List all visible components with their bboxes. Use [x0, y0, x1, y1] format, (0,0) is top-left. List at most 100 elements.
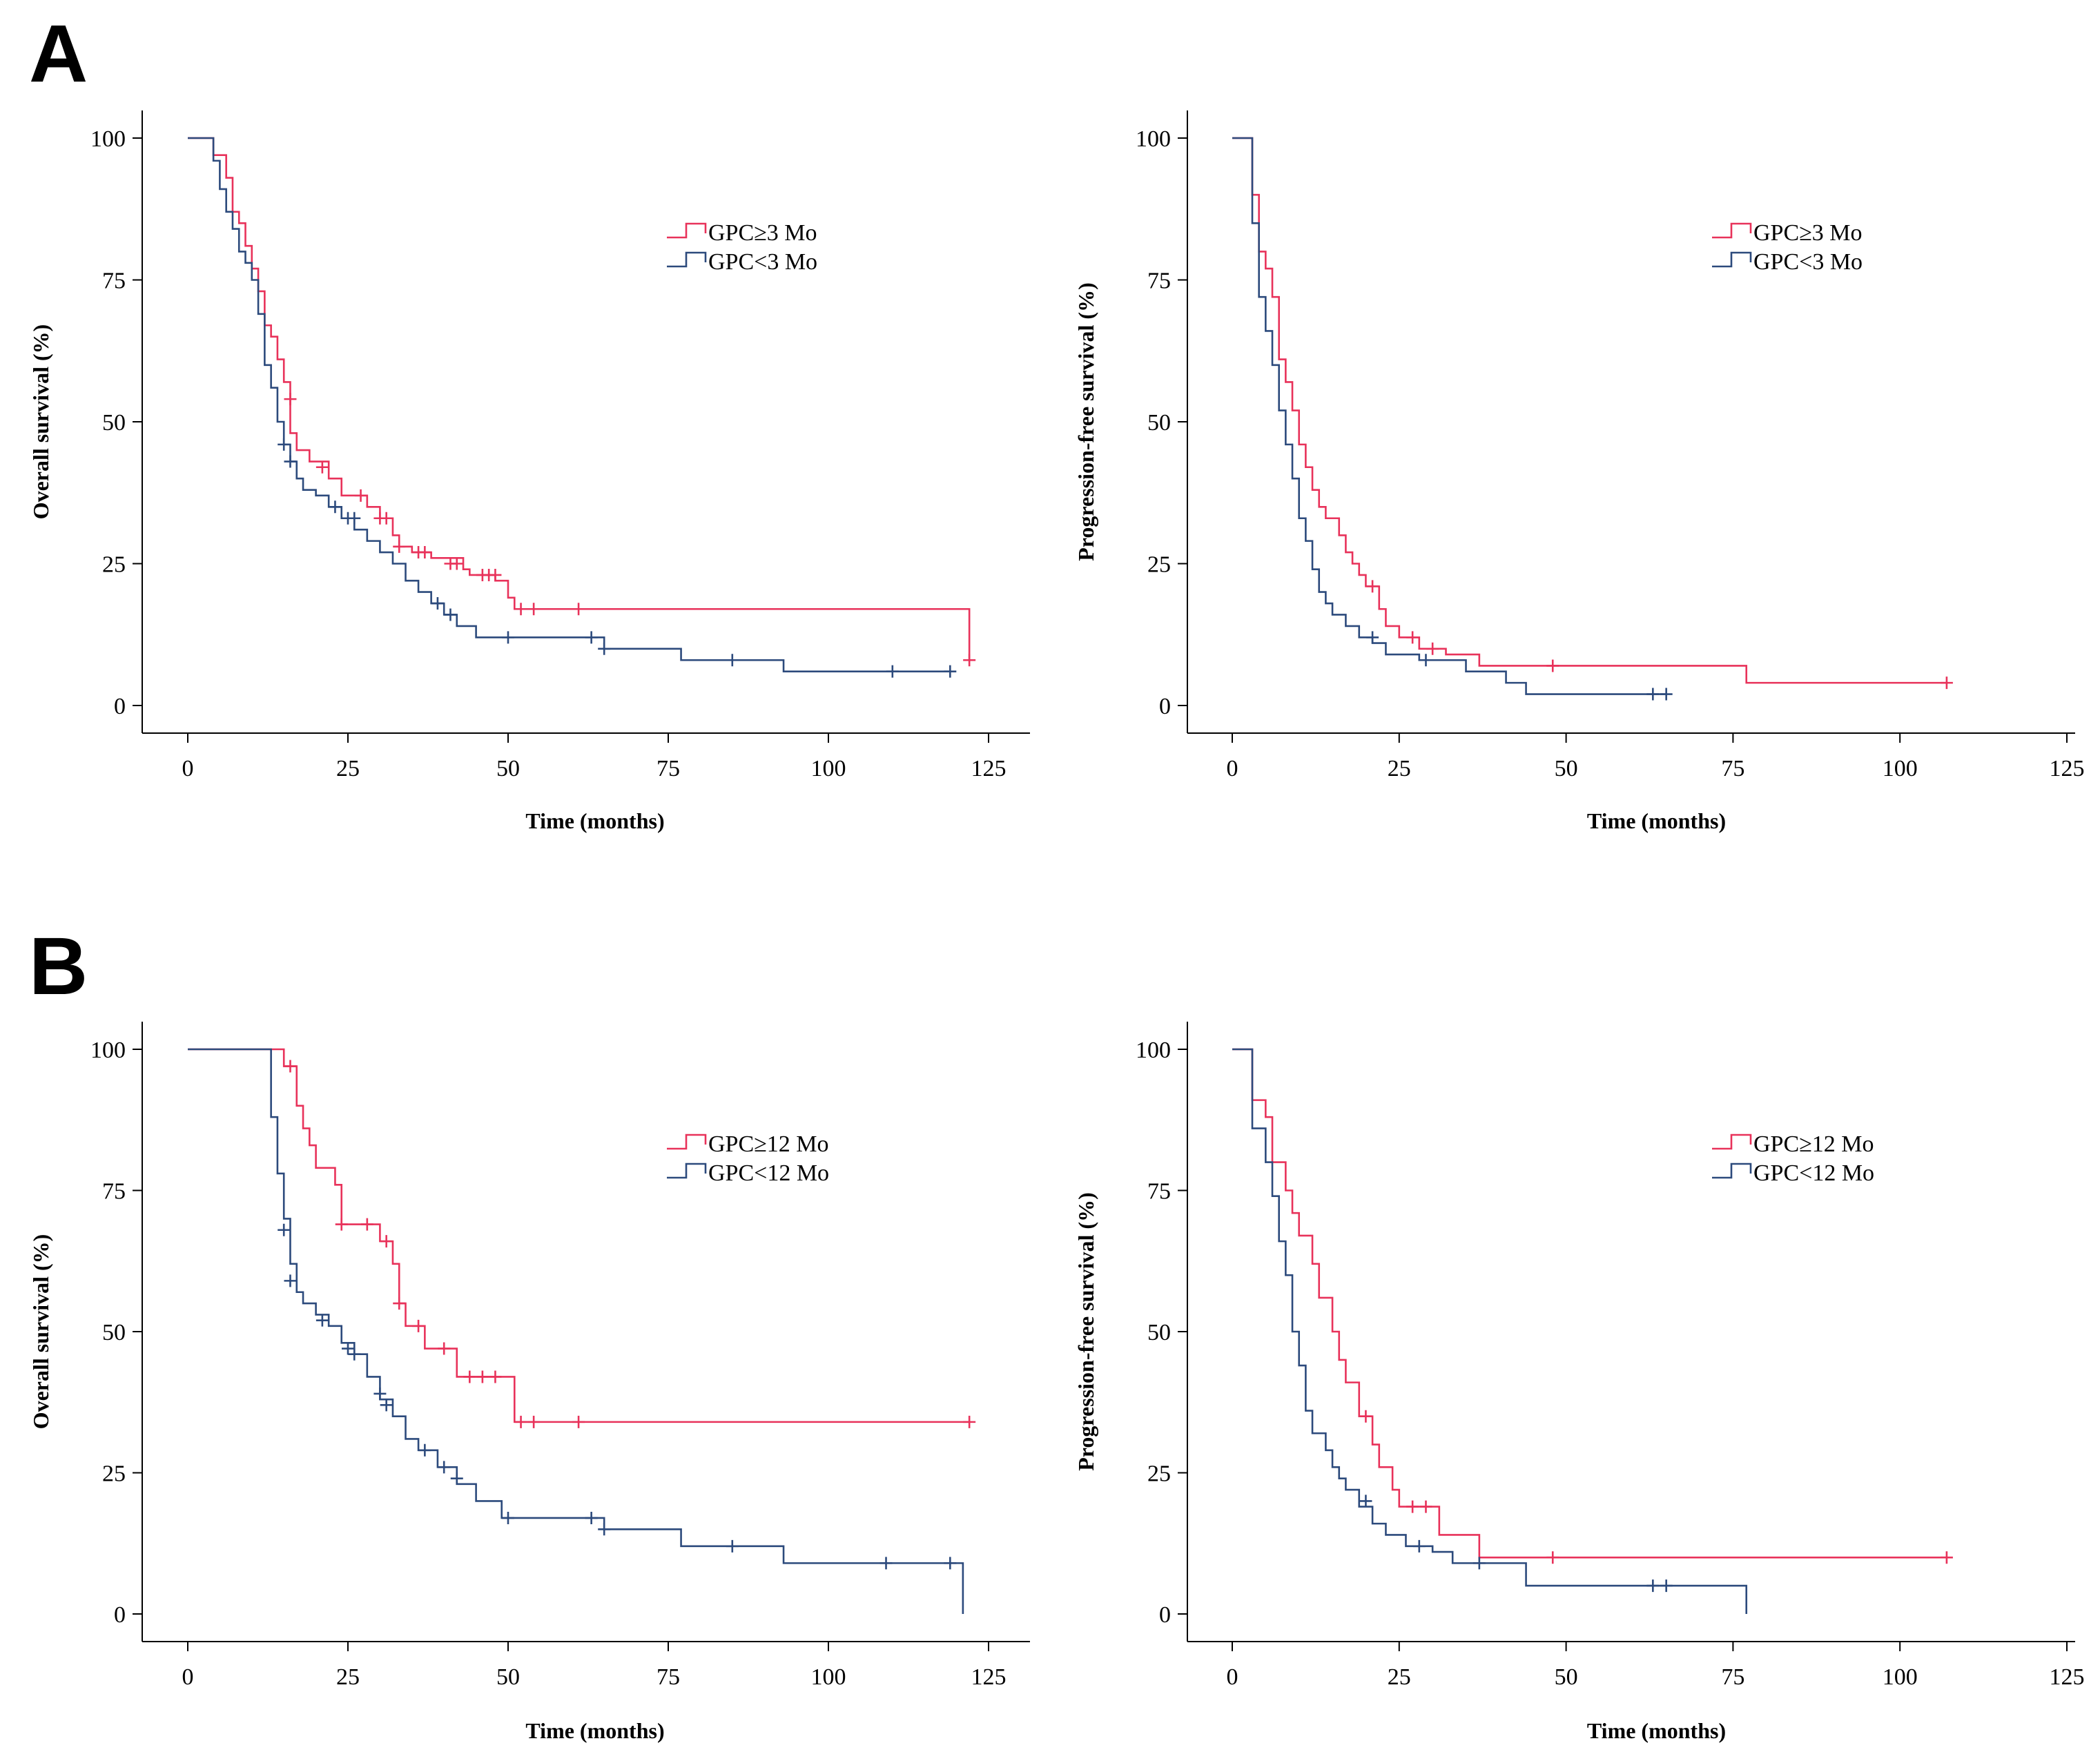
censor-mark: [726, 654, 739, 667]
y-tick-label: 75: [1147, 1179, 1171, 1205]
censor-mark: [360, 1218, 373, 1231]
censor-mark: [514, 1415, 527, 1428]
censor-mark: [572, 1415, 585, 1428]
x-axis-title: Time (months): [525, 808, 664, 833]
censor-mark: [373, 1387, 387, 1400]
series-lower-group: [1232, 137, 1673, 701]
y-tick-label: 75: [102, 1179, 126, 1205]
censor-mark: [380, 512, 393, 525]
censor-mark: [1366, 631, 1379, 644]
censor-mark: [438, 1461, 451, 1474]
censor-mark: [585, 631, 598, 644]
series-lower-group: [188, 1048, 964, 1614]
x-tick-label: 0: [1227, 756, 1238, 781]
censor-mark: [726, 1539, 739, 1553]
censor-mark: [348, 1347, 361, 1361]
survival-curve: [188, 1048, 964, 1614]
y-tick-label: 50: [102, 1320, 126, 1345]
legend-label: GPC≥3 Mo: [708, 220, 817, 246]
x-axis-title: Time (months): [525, 1718, 664, 1743]
censor-mark: [1419, 654, 1432, 667]
panel-letter-b: B: [29, 921, 88, 1012]
censor-mark: [1406, 1500, 1419, 1513]
censor-mark: [489, 568, 502, 581]
y-axis-title: Overall survival (%): [28, 324, 53, 520]
x-tick-label: 0: [182, 756, 194, 781]
censor-mark: [393, 1297, 406, 1310]
y-axis-title: Overall survival (%): [28, 1234, 53, 1430]
censor-mark: [284, 393, 297, 406]
y-tick-label: 25: [1147, 552, 1171, 578]
censor-mark: [284, 455, 297, 468]
censor-mark: [598, 642, 611, 655]
y-tick-label: 25: [1147, 1461, 1171, 1487]
legend-label: GPC≥12 Mo: [1753, 1131, 1874, 1157]
series-upper-group: [1232, 1048, 1953, 1564]
x-tick-label: 100: [1883, 1664, 1918, 1690]
censor-mark: [450, 1472, 463, 1485]
survival-curve: [188, 1048, 970, 1423]
x-tick-label: 25: [1388, 1664, 1411, 1690]
legend-label: GPC<12 Mo: [708, 1160, 829, 1186]
censor-mark: [335, 1218, 348, 1231]
censor-mark: [315, 460, 329, 474]
legend-swatch: [1712, 1162, 1752, 1179]
legend-swatch: [667, 222, 707, 239]
survival-curve: [1232, 137, 1666, 695]
censor-mark: [502, 631, 514, 644]
censor-mark: [418, 546, 431, 559]
censor-mark: [329, 500, 342, 514]
x-axis-title: Time (months): [1587, 808, 1726, 833]
x-tick-label: 0: [182, 1664, 194, 1690]
x-tick-label: 25: [336, 756, 360, 781]
censor-mark: [527, 1415, 541, 1428]
censor-mark: [278, 438, 291, 451]
x-axis-title: Time (months): [1587, 1718, 1726, 1743]
y-tick-label: 25: [102, 1461, 126, 1487]
legend-swatch: [667, 1134, 707, 1150]
x-tick-label: 125: [971, 1664, 1007, 1690]
censor-mark: [1472, 1557, 1486, 1570]
censor-mark: [944, 1557, 957, 1570]
censor-mark: [572, 603, 585, 616]
censor-mark: [963, 654, 976, 667]
legend-swatch: [1712, 251, 1752, 268]
y-tick-label: 0: [1159, 1602, 1171, 1628]
censor-mark: [1646, 1579, 1660, 1593]
legend-swatch: [1712, 1134, 1752, 1150]
censor-mark: [1940, 677, 1953, 690]
legend-swatch: [1712, 222, 1752, 239]
x-tick-label: 125: [2050, 1664, 2085, 1690]
x-tick-label: 125: [2050, 756, 2085, 781]
censor-mark: [444, 608, 457, 621]
y-tick-label: 100: [90, 1038, 126, 1063]
censor-mark: [963, 1415, 976, 1428]
censor-mark: [450, 557, 463, 570]
survival-curve: [1232, 1048, 1947, 1559]
y-tick-label: 25: [102, 552, 126, 578]
censor-mark: [585, 1511, 598, 1524]
legend-label: GPC≥12 Mo: [708, 1131, 829, 1157]
legend-label: GPC<3 Mo: [708, 249, 817, 275]
censor-mark: [1426, 642, 1439, 655]
x-tick-label: 100: [811, 756, 846, 781]
censor-mark: [1546, 1551, 1559, 1564]
y-tick-label: 50: [1147, 410, 1171, 436]
censor-mark: [315, 1314, 329, 1327]
censor-mark: [886, 665, 899, 678]
x-tick-label: 50: [1555, 756, 1578, 781]
censor-mark: [1419, 1500, 1432, 1513]
legend-label: GPC≥3 Mo: [1753, 220, 1863, 246]
censor-mark: [1359, 1495, 1372, 1508]
series-upper-group: [188, 1048, 976, 1428]
censor-mark: [1366, 580, 1379, 593]
censor-mark: [1660, 688, 1673, 701]
y-axis-title: Progression-free survival (%): [1073, 1192, 1098, 1470]
x-tick-label: 100: [1883, 756, 1918, 781]
censor-mark: [527, 603, 541, 616]
chart-b-overall-survival: 0 25 50 75 100 0 25 50 75 100 125 Time (months) Over…: [28, 1022, 1030, 1743]
censor-mark: [431, 597, 444, 610]
y-tick-label: 100: [1136, 1038, 1171, 1063]
censor-mark: [284, 1060, 297, 1073]
